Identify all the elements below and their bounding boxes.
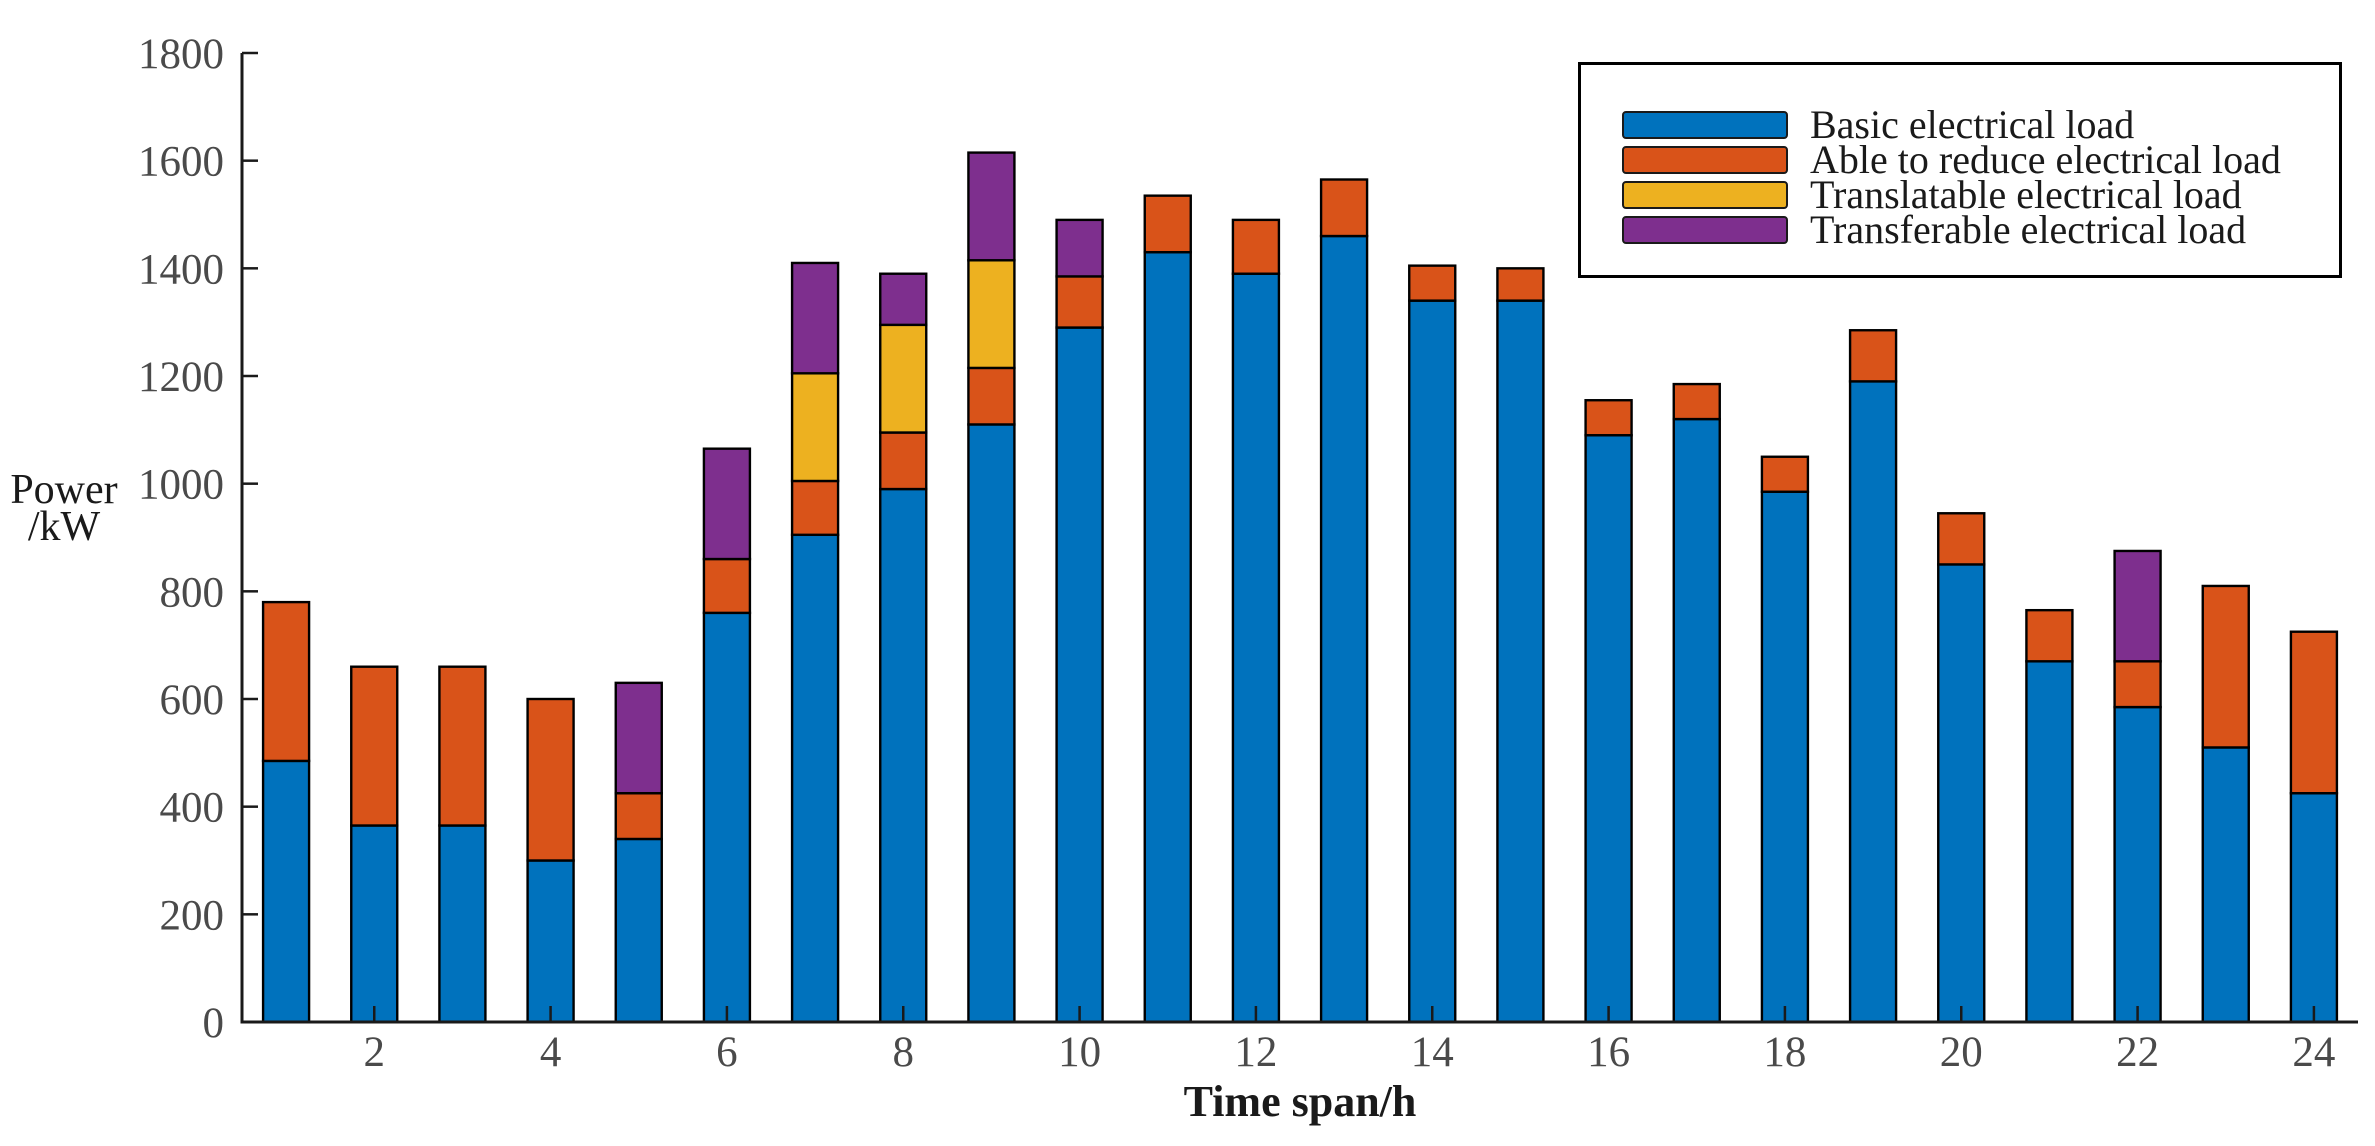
bar-segment-s2-h9	[967, 259, 1016, 370]
bar-segment-s1-h4	[526, 697, 575, 862]
bar-segment-s1-h22	[2113, 660, 2162, 709]
x-tick-label-4: 4	[540, 1029, 562, 1076]
legend-item-0: Basic electrical load	[1581, 102, 2339, 147]
bar-segment-s1-h18	[1760, 455, 1810, 493]
bar-segment-s1-h17	[1672, 382, 1721, 421]
bar-segment-s0-h23	[2201, 746, 2250, 1024]
bar-segment-s1-h24	[2289, 630, 2339, 795]
bar-segment-s2-h7	[790, 372, 840, 483]
bar-segment-s1-h3	[438, 665, 487, 827]
bar-segment-s1-h13	[1319, 178, 1369, 238]
bar-segment-s3-h10	[1055, 218, 1104, 278]
x-tick-label-14: 14	[1411, 1029, 1454, 1076]
bar-segment-s0-h10	[1055, 326, 1104, 1024]
bar-segment-s0-h12	[1231, 272, 1281, 1024]
bar-segment-s1-h7	[790, 479, 840, 537]
y-tick-label-200: 200	[160, 892, 225, 939]
legend-label-0: Basic electrical load	[1810, 102, 2135, 147]
bar-segment-s1-h15	[1496, 267, 1545, 302]
bar-segment-s1-h11	[1143, 194, 1192, 254]
bar-segment-s0-h6	[702, 611, 752, 1024]
bar-segment-s0-h24	[2289, 792, 2339, 1024]
bar-segment-s0-h5	[614, 837, 663, 1024]
legend-swatch-0	[1622, 110, 1788, 139]
y-tick-label-800: 800	[160, 569, 225, 616]
legend-label-2: Translatable electrical load	[1810, 172, 2242, 217]
bar-segment-s1-h19	[1848, 329, 1898, 383]
bar-segment-s3-h6	[702, 447, 752, 561]
y-tick-label-1200: 1200	[138, 354, 224, 401]
x-tick-label-6: 6	[716, 1029, 738, 1076]
x-tick-label-24: 24	[2292, 1029, 2335, 1076]
bar-segment-s0-h9	[967, 423, 1016, 1024]
legend: Basic electrical load Able to reduce elec…	[1578, 62, 2342, 278]
legend-swatch-3	[1622, 215, 1788, 244]
y-axis-title-line2: /kW	[27, 504, 101, 550]
x-axis-title: Time span/h	[1183, 1077, 1417, 1126]
x-tick-label-18: 18	[1763, 1029, 1806, 1076]
y-axis-title-line1: Power	[10, 467, 118, 513]
bar-segment-s1-h8	[879, 431, 928, 491]
bar-segment-s1-h10	[1055, 275, 1104, 329]
x-tick-label-12: 12	[1234, 1029, 1277, 1076]
legend-swatch-1	[1622, 145, 1788, 174]
bar-segment-s1-h9	[967, 366, 1016, 426]
x-tick-label-22: 22	[2116, 1029, 2159, 1076]
bar-segment-s1-h14	[1408, 264, 1457, 302]
bar-segment-s1-h5	[614, 792, 663, 841]
bar-segment-s2-h8	[879, 323, 928, 434]
bar-segment-s1-h20	[1937, 512, 1986, 566]
bar-segment-s0-h13	[1319, 234, 1369, 1024]
y-tick-label-600: 600	[160, 677, 225, 724]
y-tick-label-400: 400	[160, 785, 225, 832]
bar-segment-s0-h11	[1143, 250, 1192, 1024]
y-tick-label-1800: 1800	[138, 31, 224, 78]
y-tick-label-1400: 1400	[138, 246, 224, 293]
bar-segment-s1-h6	[702, 557, 752, 615]
bar-segment-s3-h8	[879, 272, 928, 327]
bar-segment-s1-h2	[350, 665, 399, 827]
bar-segment-s0-h14	[1408, 299, 1457, 1024]
bar-segment-s1-h16	[1584, 399, 1633, 437]
x-tick-label-10: 10	[1058, 1029, 1101, 1076]
bar-segment-s0-h4	[526, 859, 575, 1024]
bar-segment-s0-h8	[879, 487, 928, 1024]
x-tick-label-8: 8	[893, 1029, 915, 1076]
bar-segment-s3-h22	[2113, 549, 2162, 663]
y-tick-label-0: 0	[203, 1000, 225, 1047]
x-tick-label-16: 16	[1587, 1029, 1630, 1076]
bar-segment-s0-h22	[2113, 705, 2162, 1024]
y-axis-title: Power /kW	[6, 467, 122, 550]
legend-swatch-2	[1622, 180, 1788, 209]
bar-segment-s3-h5	[614, 681, 663, 795]
y-tick-label-1000: 1000	[138, 462, 224, 509]
bar-segment-s0-h18	[1760, 490, 1810, 1024]
bar-segment-s0-h21	[2025, 660, 2074, 1024]
x-tick-label-20: 20	[1940, 1029, 1983, 1076]
bar-segment-s1-h21	[2025, 608, 2074, 663]
bar-segment-s0-h17	[1672, 417, 1721, 1024]
bar-segment-s1-h12	[1231, 218, 1281, 275]
bar-segment-s3-h9	[967, 151, 1016, 262]
legend-item-3: Transferable electrical load	[1581, 207, 2339, 252]
bar-segment-s0-h16	[1584, 434, 1633, 1024]
bar-segment-s0-h19	[1848, 380, 1898, 1024]
y-tick-label-1600: 1600	[138, 139, 224, 186]
legend-item-1: Able to reduce electrical load	[1581, 137, 2339, 182]
bar-segment-s0-h7	[790, 533, 840, 1024]
bar-segment-s3-h7	[790, 261, 840, 375]
legend-label-1: Able to reduce electrical load	[1810, 137, 2281, 182]
bar-segment-s0-h15	[1496, 299, 1545, 1024]
x-tick-label-2: 2	[364, 1029, 386, 1076]
bar-segment-s0-h20	[1937, 563, 1986, 1024]
bar-segment-s0-h2	[350, 824, 399, 1024]
legend-label-3: Transferable electrical load	[1810, 207, 2247, 252]
bar-segment-s1-h1	[261, 600, 311, 763]
bar-segment-s0-h1	[261, 759, 311, 1024]
bar-segment-s1-h23	[2201, 584, 2250, 749]
bar-segment-s0-h3	[438, 824, 487, 1024]
legend-item-2: Translatable electrical load	[1581, 172, 2339, 217]
